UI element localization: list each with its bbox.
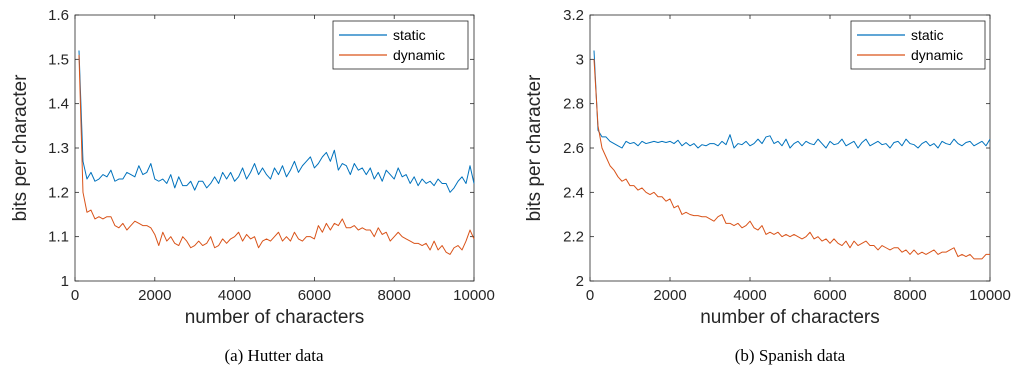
legend-box [332, 20, 469, 70]
x-tick-label: 8000 [893, 287, 926, 304]
y-tick-label: 2.8 [563, 96, 584, 113]
legend-label-dynamic: dynamic [393, 47, 445, 63]
y-tick-label: 2.4 [563, 184, 584, 201]
y-tick-label: 1.4 [48, 96, 69, 113]
x-tick-label: 4000 [733, 287, 766, 304]
legend-box [850, 20, 986, 70]
y-tick-label: 1 [61, 273, 69, 290]
figure-caption: (b) Spanish data [735, 346, 846, 365]
legend-label-static: static [393, 27, 426, 43]
y-tick-label: 2 [576, 273, 584, 290]
x-tick-label: 10000 [969, 287, 1011, 304]
x-tick-label: 6000 [813, 287, 846, 304]
y-axis-label: bits per character [524, 74, 545, 221]
legend-label-dynamic: dynamic [911, 47, 963, 63]
y-tick-label: 3.2 [563, 7, 584, 24]
chart-spanish: 0 2000 4000 6000 8000 10000 2 2.2 2.4 2.6 2.8 3 3.2 n… [524, 7, 1011, 365]
x-tick-label: 4000 [218, 287, 251, 304]
y-tick-label: 2.2 [563, 229, 584, 246]
x-tick-label: 0 [586, 287, 594, 304]
legend-label-static: static [911, 27, 944, 43]
x-tick-label: 10000 [453, 287, 495, 304]
chart-hutter: 0 2000 4000 6000 8000 10000 1 1.1 1.2 1.3 1.4 1.5 1.… [10, 7, 495, 365]
series-line-dynamic [78, 54, 475, 255]
series-line-dynamic [593, 59, 990, 260]
x-tick-label: 6000 [298, 287, 331, 304]
x-axis-label: number of characters [185, 307, 365, 328]
x-tick-label: 8000 [378, 287, 411, 304]
x-tick-label: 2000 [653, 287, 686, 304]
y-tick-label: 1.3 [48, 140, 69, 157]
y-tick-label: 2.6 [563, 140, 584, 157]
x-tick-label: 2000 [138, 287, 171, 304]
y-tick-label: 1.6 [48, 7, 69, 24]
series-line-static [78, 50, 475, 193]
y-tick-label: 3 [576, 51, 584, 68]
y-axis-label: bits per character [10, 74, 31, 221]
x-axis-label: number of characters [700, 307, 880, 328]
series-line-static [593, 50, 991, 149]
y-tick-label: 1.5 [48, 51, 69, 68]
y-tick-label: 1.1 [48, 229, 69, 246]
figure-caption: (a) Hutter data [224, 346, 324, 365]
y-tick-label: 1.2 [48, 184, 69, 201]
x-tick-label: 0 [71, 287, 79, 304]
